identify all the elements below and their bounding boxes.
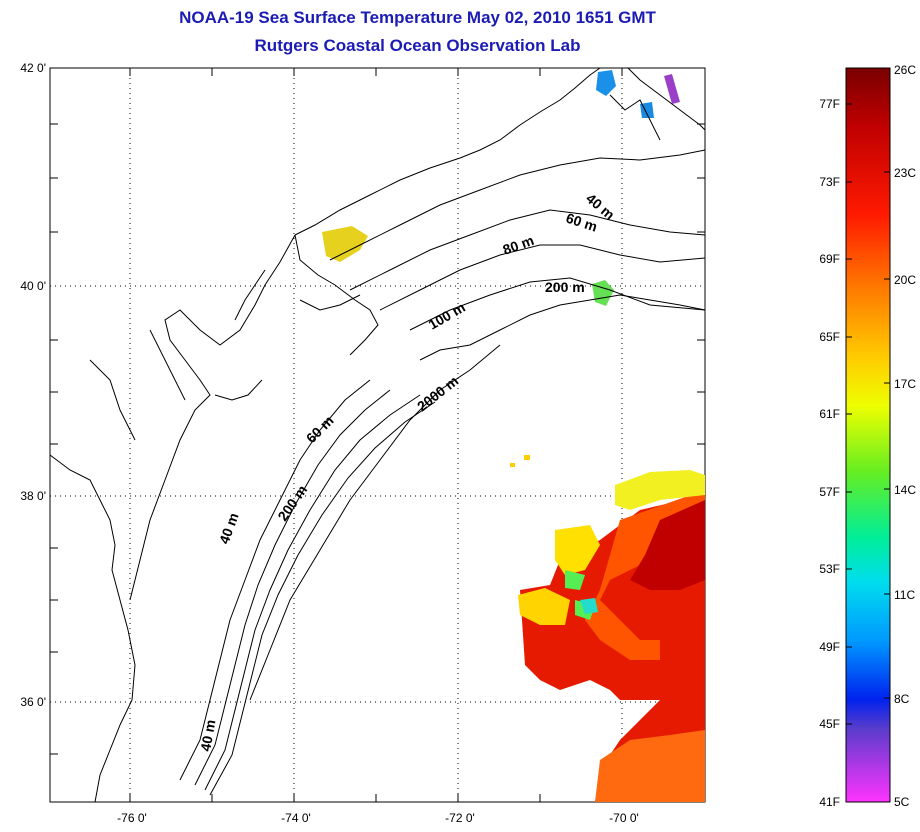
lat-label-42: 42 0'	[20, 61, 46, 75]
sst-data-patches	[322, 70, 705, 802]
contour-60m-south	[194, 389, 391, 786]
contour-40m-north	[329, 149, 706, 261]
sst-patch-shelf-yellow	[322, 226, 368, 262]
map-subtitle: Rutgers Coastal Ocean Observation Lab	[254, 36, 581, 55]
colorbar-gradient	[845, 67, 891, 803]
sst-patch-blue-north	[596, 70, 616, 96]
contour-60m-north	[349, 209, 706, 291]
sst-patch-yellow-mid	[555, 525, 600, 575]
contour-200m-north	[409, 277, 706, 331]
sst-patch-purple-north	[664, 74, 680, 104]
lon-label-70: -70 0'	[609, 811, 639, 825]
lat-label-40: 40 0'	[20, 279, 46, 293]
f-label-57: 57F	[819, 485, 840, 499]
c-label-26: 26C	[894, 63, 916, 77]
f-label-69: 69F	[819, 252, 840, 266]
bathymetry-contours	[179, 149, 706, 796]
f-label-73: 73F	[819, 175, 840, 189]
contour-40m-south	[179, 379, 371, 781]
contour-2000m-slope	[249, 344, 501, 701]
c-label-20: 20C	[894, 273, 916, 287]
f-label-53: 53F	[819, 562, 840, 576]
c-label-23: 23C	[894, 166, 916, 180]
contour-100m-south	[209, 401, 436, 796]
lon-label-76: -76 0'	[117, 811, 147, 825]
sst-patch-orange-south	[595, 730, 705, 802]
contour-200m-south	[204, 394, 421, 791]
coastline	[49, 67, 706, 803]
lon-label-72: -72 0'	[445, 811, 475, 825]
contour-80m-north	[379, 244, 706, 311]
sst-patch-yellow-west	[518, 588, 570, 625]
temperature-colorbar: 77F 73F 69F 65F 61F 57F 53F 49F 45F 41F …	[819, 63, 916, 809]
map-frame	[49, 67, 706, 803]
f-label-61: 61F	[819, 407, 840, 421]
lat-label-38: 38 0'	[20, 489, 46, 503]
c-label-14: 14C	[894, 483, 916, 497]
c-label-5: 5C	[894, 795, 910, 809]
colorbar-fahrenheit-labels: 77F 73F 69F 65F 61F 57F 53F 49F 45F 41F	[819, 97, 840, 809]
colorbar-celsius-labels: 26C 23C 20C 17C 14C 11C 8C 5C	[894, 63, 916, 809]
f-label-77: 77F	[819, 97, 840, 111]
f-label-41: 41F	[819, 795, 840, 809]
f-label-49: 49F	[819, 640, 840, 654]
longitude-labels: -76 0' -74 0' -72 0' -70 0'	[117, 811, 639, 825]
latitude-labels: 42 0' 40 0' 38 0' 36 0'	[20, 61, 46, 709]
contour-2000m	[419, 294, 706, 361]
sst-patch-cyan-spot	[580, 598, 598, 614]
c-label-11: 11C	[894, 588, 915, 602]
f-label-65: 65F	[819, 330, 840, 344]
sst-patch-southeast-dark-red	[630, 500, 705, 590]
c-label-17: 17C	[894, 377, 916, 391]
map-title: NOAA-19 Sea Surface Temperature May 02, …	[179, 8, 656, 27]
sst-patch-yellow-north	[615, 470, 705, 510]
contour-label-40m-south: 40 m	[197, 718, 218, 752]
sst-patch-tiny	[510, 455, 530, 467]
contour-label-200m-north: 200 m	[545, 279, 585, 295]
c-label-8: 8C	[894, 692, 910, 706]
f-label-45: 45F	[819, 717, 840, 731]
lon-label-74: -74 0'	[281, 811, 311, 825]
lat-label-36: 36 0'	[20, 695, 46, 709]
